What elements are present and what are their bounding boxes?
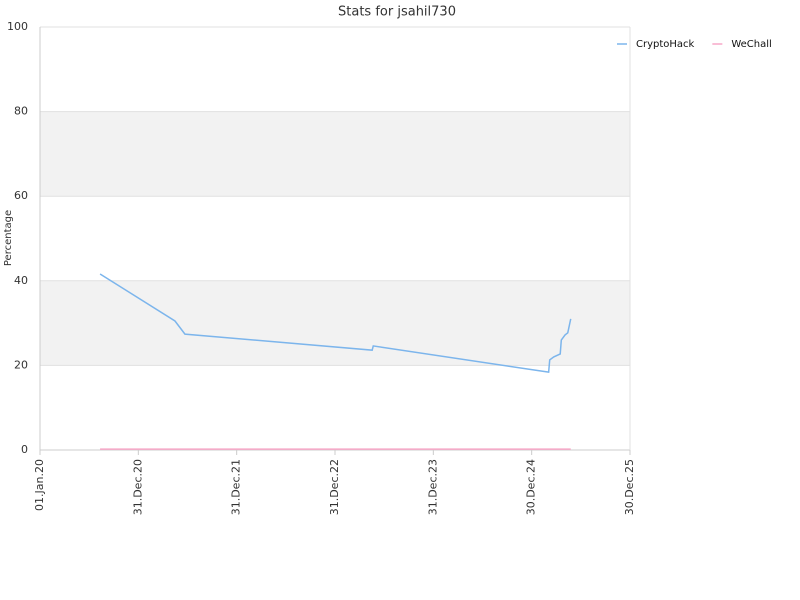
legend-label: CryptoHack <box>636 39 695 50</box>
y-tick-label: 0 <box>21 443 28 456</box>
y-tick-label: 100 <box>7 20 28 33</box>
x-tick-label: 31.Dec.20 <box>131 459 144 515</box>
x-tick-label: 01.Jan.20 <box>33 459 46 511</box>
grid-band <box>40 111 630 197</box>
x-tick-label: 31.Dec.23 <box>426 459 439 515</box>
x-tick-label: 30.Dec.25 <box>623 459 636 515</box>
legend-label: WeChall <box>731 39 771 50</box>
x-tick-label: 31.Dec.21 <box>230 459 243 515</box>
y-tick-label: 80 <box>14 105 28 118</box>
y-tick-label: 40 <box>14 274 28 287</box>
x-tick-label: 31.Dec.22 <box>328 459 341 515</box>
x-tick-label: 30.Dec.24 <box>525 459 538 515</box>
series-line <box>99 273 572 374</box>
y-tick-label: 20 <box>14 358 28 371</box>
y-tick-label: 60 <box>14 189 28 202</box>
grid-band <box>40 280 630 366</box>
chart-title: Stats for jsahil730 <box>338 5 456 20</box>
y-axis-label: Percentage <box>3 210 14 266</box>
